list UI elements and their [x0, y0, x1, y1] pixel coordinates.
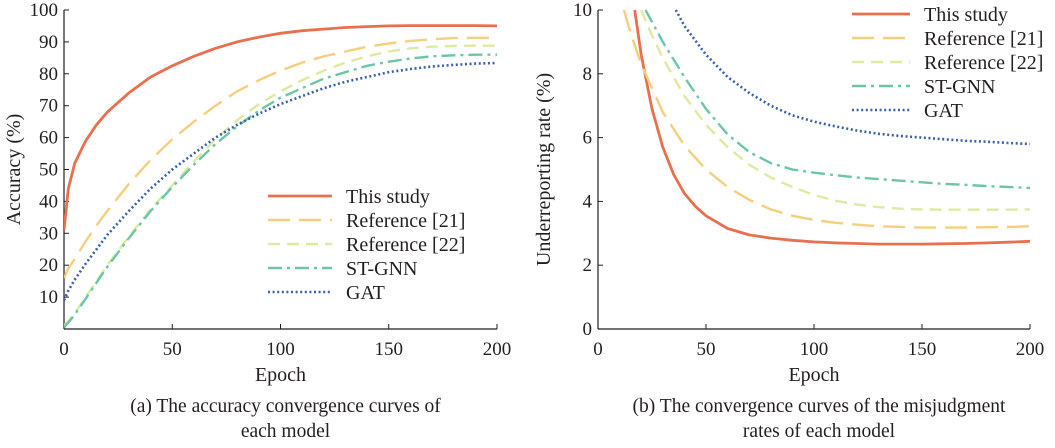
legend-label: ST-GNN: [346, 258, 418, 280]
y-tick-label: 40: [39, 191, 58, 212]
series-line-reference-21: [622, 9, 1031, 229]
y-tick-label: 50: [39, 160, 58, 181]
x-tick-label: 0: [593, 339, 603, 360]
y-tick-label: 80: [39, 64, 58, 85]
y-tick-label: 4: [583, 191, 593, 212]
x-tick-label: 150: [908, 339, 937, 360]
legend-label: GAT: [346, 282, 385, 304]
y-tick-label: 90: [39, 32, 58, 53]
y-tick-label: 20: [39, 255, 58, 276]
series-line-st-gnn: [64, 53, 497, 329]
x-tick-label: 150: [375, 339, 404, 360]
chart-a: 0 50 100 150 200 10 20 30 40 50 60 70 80 90 100 Epoch Ac…: [3, 0, 511, 442]
y-tick-label: 70: [39, 96, 58, 117]
series-line-this-study: [64, 24, 498, 231]
series-line-reference-22: [640, 9, 1031, 211]
series-line-reference-22: [64, 44, 497, 327]
series-line-this-study: [633, 9, 1031, 246]
y-axis-title: Accuracy (%): [3, 114, 25, 226]
series-line-reference-21: [64, 36, 497, 279]
x-tick-label: 100: [800, 339, 829, 360]
y-tick-label: 6: [583, 128, 593, 149]
legend-label: This study: [924, 4, 1008, 26]
caption-line: rates of each model: [743, 421, 896, 442]
y-tick-label: 10: [39, 287, 58, 308]
caption-line: (a) The accuracy convergence curves of: [130, 396, 441, 417]
legend-label: Reference [22]: [346, 234, 465, 256]
legend-label: Reference [21]: [924, 28, 1043, 50]
y-tick-label: 30: [39, 223, 58, 244]
y-tick-label: 60: [39, 128, 58, 149]
series-line-gat: [674, 9, 1031, 146]
legend-label: This study: [346, 186, 430, 208]
x-tick-label: 200: [483, 339, 512, 360]
y-tick-label: 8: [583, 64, 593, 85]
x-axis-title: Epoch: [255, 364, 306, 386]
y-tick-label: 100: [30, 0, 59, 21]
chart-b: 0 50 100 150 200 0 2 4 6 8 10 Epoch Underreporting r…: [533, 0, 1044, 442]
legend-label: Reference [22]: [924, 52, 1043, 74]
y-tick-label: 10: [573, 0, 592, 21]
caption-line: each model: [241, 421, 331, 442]
y-tick-label: 2: [583, 255, 593, 276]
x-tick-label: 50: [163, 339, 182, 360]
x-tick-label: 100: [266, 339, 295, 360]
legend-label: Reference [21]: [346, 210, 465, 232]
x-tick-label: 0: [59, 339, 69, 360]
y-tick-label: 0: [583, 319, 593, 340]
x-tick-label: 50: [697, 339, 716, 360]
caption-line: (b) The convergence curves of the misjud…: [633, 396, 1006, 417]
legend-label: GAT: [924, 100, 963, 122]
series-line-st-gnn: [644, 9, 1031, 190]
x-axis-title: Epoch: [788, 364, 839, 386]
y-axis-title: Underreporting rate (%): [533, 73, 555, 266]
x-tick-label: 200: [1016, 339, 1045, 360]
legend-label: ST-GNN: [924, 76, 996, 98]
